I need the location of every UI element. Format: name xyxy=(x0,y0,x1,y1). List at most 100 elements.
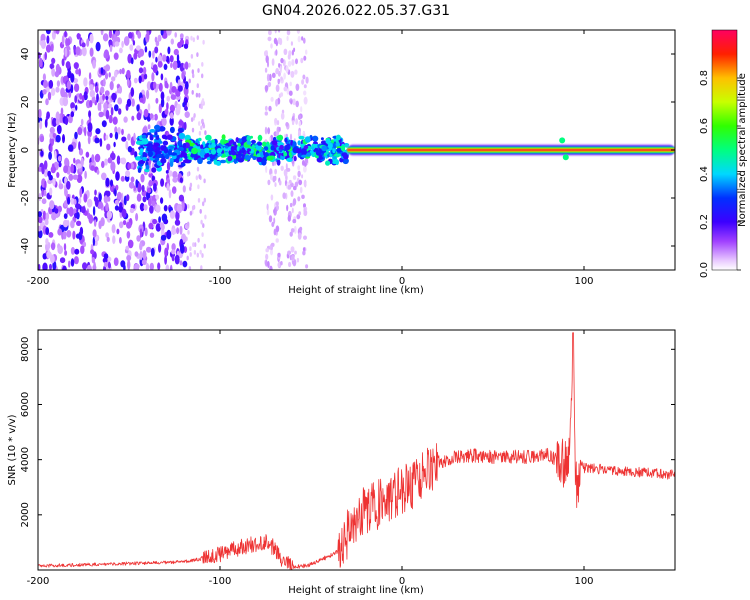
heatmap-cell xyxy=(95,128,101,135)
heatmap-cell xyxy=(129,44,134,51)
heatmap-cell xyxy=(174,32,177,38)
heatmap-cell xyxy=(292,141,297,148)
heatmap-cell xyxy=(241,136,248,142)
heatmap-cell xyxy=(286,157,293,162)
heatmap-cell xyxy=(310,146,315,151)
heatmap-cell xyxy=(286,167,291,172)
heatmap-cell xyxy=(145,164,150,170)
heatmap-cell xyxy=(81,95,85,103)
heatmap-cell xyxy=(86,264,92,270)
x-tick-label: 100 xyxy=(574,276,593,287)
heatmap-cell xyxy=(151,167,157,173)
heatmap-cell xyxy=(204,214,207,220)
heatmap-cell xyxy=(283,152,288,157)
heatmap-cell xyxy=(165,170,169,174)
heatmap-cell xyxy=(298,120,301,127)
heatmap-cell xyxy=(201,232,204,238)
heatmap-cell xyxy=(205,152,210,158)
heatmap-cell xyxy=(49,126,55,134)
heatmap-cell xyxy=(179,225,183,235)
heatmap-cell xyxy=(130,57,134,65)
heatmap-cell xyxy=(158,82,163,92)
heatmap-cell xyxy=(137,31,142,39)
heatmap-cell xyxy=(287,215,291,222)
heatmap-cell xyxy=(83,91,88,100)
heatmap-cell xyxy=(219,159,227,164)
heatmap-cell xyxy=(143,108,149,118)
heatmap-cell xyxy=(121,67,125,75)
heatmap-cell xyxy=(128,181,135,189)
heatmap-cell xyxy=(114,131,119,140)
heatmap-cell xyxy=(304,158,309,164)
heatmap-cell xyxy=(296,214,301,220)
heatmap-cell xyxy=(139,97,144,103)
heatmap-cell xyxy=(141,259,147,266)
heatmap-cell xyxy=(279,38,283,46)
heatmap-cell xyxy=(296,30,300,34)
heatmap-cell xyxy=(50,63,53,70)
heatmap-cell xyxy=(63,200,68,208)
heatmap-cell xyxy=(176,203,183,214)
heatmap-cell xyxy=(274,175,277,181)
heatmap-cell xyxy=(289,231,293,237)
heatmap-cell xyxy=(154,113,158,121)
heatmap-cell xyxy=(155,150,162,154)
heatmap-cell xyxy=(84,170,87,179)
spectrogram-x-axis-label: Height of straight line (km) xyxy=(288,285,424,296)
heatmap-cell xyxy=(303,145,309,150)
heatmap-cell xyxy=(78,141,81,151)
heatmap-cell xyxy=(98,193,102,202)
heatmap-cell xyxy=(123,36,130,46)
heatmap-cell xyxy=(274,168,277,175)
heatmap-cell xyxy=(182,143,187,148)
heatmap-cell xyxy=(270,245,273,251)
heatmap-cell xyxy=(139,242,143,251)
heatmap-cell xyxy=(297,140,301,146)
heatmap-cell xyxy=(108,103,113,109)
heatmap-cell xyxy=(203,197,206,203)
heatmap-cell xyxy=(158,140,163,144)
heatmap-cell xyxy=(102,93,105,101)
heatmap-cell xyxy=(163,205,168,212)
heatmap-cell xyxy=(291,59,295,66)
heatmap-cell xyxy=(101,120,107,128)
spectrogram-y-axis-label: Frequency (Hz) xyxy=(7,112,18,188)
heatmap-cell xyxy=(236,145,240,152)
heatmap-cell xyxy=(147,124,151,130)
heatmap-cell xyxy=(126,194,130,202)
heatmap-cell xyxy=(146,81,152,91)
heatmap-cell xyxy=(300,148,307,156)
heatmap-cell xyxy=(100,30,104,36)
heatmap-cell xyxy=(117,127,121,135)
heatmap-cell xyxy=(177,146,184,152)
heatmap-cell xyxy=(172,60,178,70)
heatmap-cell xyxy=(180,244,185,254)
heatmap-cell xyxy=(55,118,60,126)
heatmap-cell xyxy=(235,137,239,143)
heatmap-cell xyxy=(100,67,104,74)
heatmap-cell xyxy=(233,159,237,164)
heatmap-cell xyxy=(56,172,60,178)
heatmap-cell xyxy=(255,144,262,151)
heatmap-cell xyxy=(290,190,294,198)
heatmap-cell xyxy=(107,261,111,269)
heatmap-cell xyxy=(89,33,94,44)
heatmap-cell xyxy=(64,47,68,57)
heatmap-cell xyxy=(277,78,281,83)
heatmap-cell xyxy=(280,165,284,171)
heatmap-cell xyxy=(155,135,160,140)
heatmap-cell xyxy=(191,147,198,155)
heatmap-cell xyxy=(306,152,312,157)
heatmap-cell xyxy=(142,126,148,135)
heatmap-cell xyxy=(92,264,97,270)
heatmap-cell xyxy=(280,112,285,120)
heatmap-cell xyxy=(135,45,141,51)
heatmap-cell xyxy=(93,219,97,227)
heatmap-cell xyxy=(166,95,170,102)
heatmap-cell xyxy=(247,148,251,152)
heatmap-cell xyxy=(179,260,183,266)
y-tick-label: 40 xyxy=(20,48,31,61)
heatmap-cell xyxy=(51,68,56,77)
heatmap-cell xyxy=(270,173,273,181)
heatmap-cell xyxy=(126,255,132,261)
